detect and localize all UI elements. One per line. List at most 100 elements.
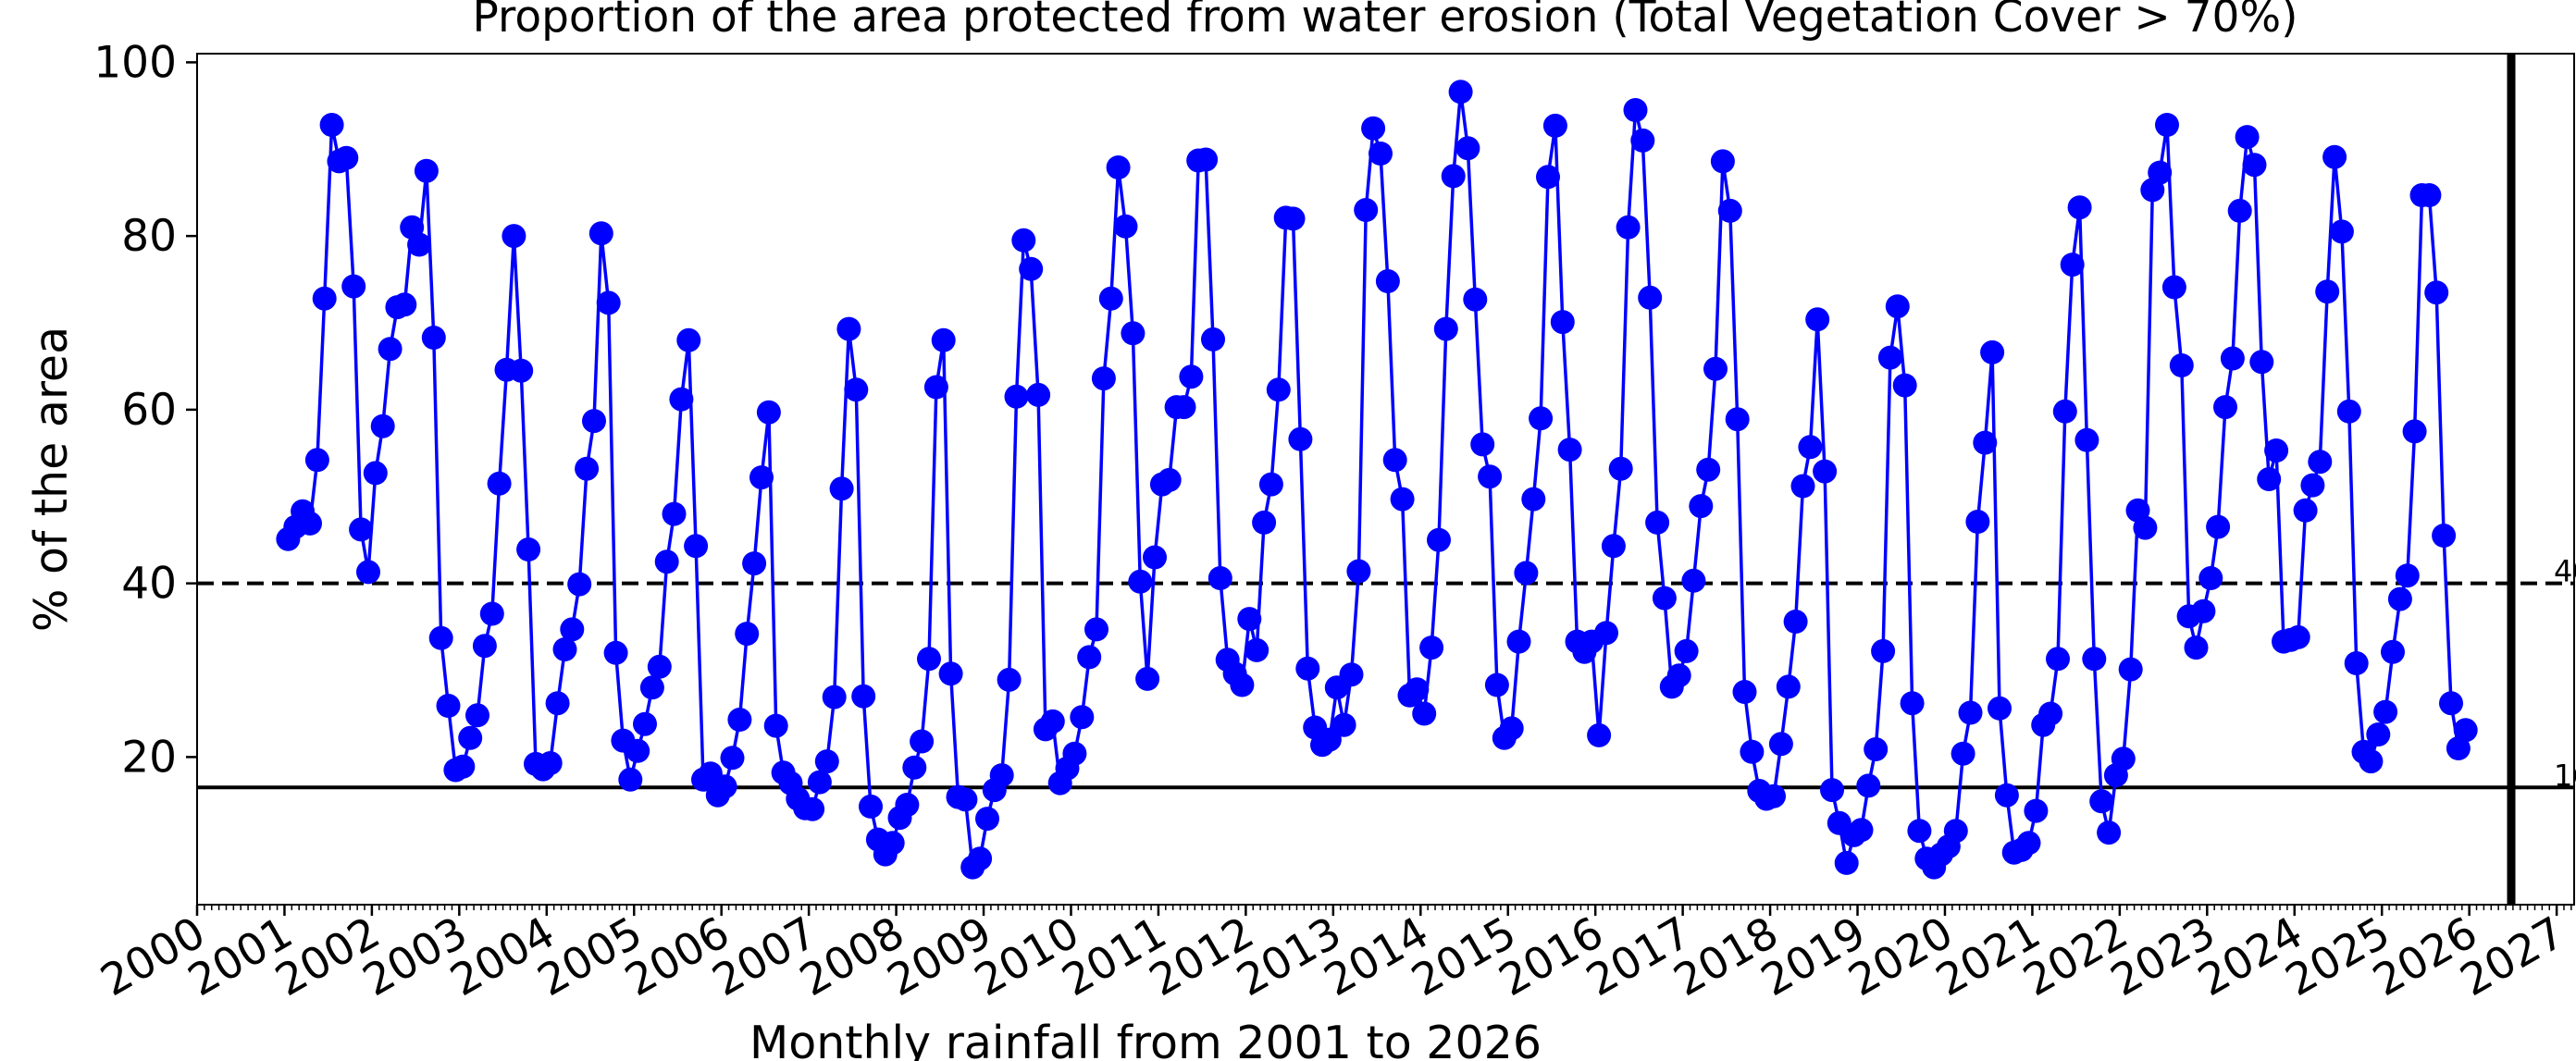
data-point: [917, 647, 941, 672]
data-point: [1557, 438, 1582, 463]
data-point: [2249, 350, 2274, 375]
data-point: [1536, 165, 1560, 190]
data-point: [414, 158, 439, 183]
data-point: [1907, 819, 1932, 844]
data-point: [1339, 662, 1364, 687]
data-point: [1106, 155, 1131, 179]
data-point: [844, 377, 869, 402]
data-point: [1725, 407, 1750, 432]
data-point: [588, 221, 613, 246]
plot-frame: [196, 53, 2575, 906]
data-point: [407, 232, 432, 257]
data-point: [2446, 736, 2471, 760]
data-point: [1143, 545, 1167, 570]
data-point: [2453, 718, 2478, 743]
data-point: [1885, 294, 1910, 319]
data-point: [1208, 566, 1232, 590]
data-point: [1980, 339, 2005, 364]
data-point: [1113, 214, 1138, 239]
data-point: [1666, 663, 1691, 688]
data-point: [1732, 680, 1757, 704]
data-point: [676, 327, 701, 352]
data-point: [1951, 741, 1975, 766]
data-point: [2417, 183, 2442, 207]
data-point: [2206, 514, 2231, 539]
data-point: [2395, 563, 2420, 588]
data-point: [1121, 321, 1146, 346]
data-point: [1864, 737, 1889, 761]
data-point: [2111, 746, 2136, 771]
data-point: [1638, 285, 1663, 310]
data-point: [633, 711, 657, 736]
data-point: [968, 846, 993, 871]
y-tick-label: 20: [121, 732, 177, 783]
data-point: [1703, 356, 1728, 381]
data-point: [800, 796, 825, 821]
data-point: [1790, 474, 1815, 499]
data-point: [458, 725, 483, 750]
data-point: [1070, 705, 1095, 730]
data-point: [720, 746, 745, 771]
data-point: [1098, 286, 1123, 311]
data-point: [2373, 699, 2398, 724]
data-point: [2038, 701, 2063, 726]
data-point: [1252, 510, 1277, 535]
data-point: [851, 684, 876, 709]
data-point: [560, 617, 585, 642]
reference-lines: 40 16: [197, 54, 2576, 905]
y-axis-label: % of the area: [25, 327, 78, 632]
data-point: [2046, 647, 2070, 672]
data-point: [2133, 515, 2158, 540]
data-point: [2336, 399, 2361, 424]
data-point: [582, 409, 606, 434]
data-point: [1943, 819, 1968, 844]
data-point: [1542, 113, 1567, 138]
data-point: [1798, 435, 1823, 460]
data-point: [2060, 253, 2085, 278]
data-point: [1201, 327, 1225, 352]
data-point: [356, 560, 380, 585]
data-point: [1856, 773, 1881, 798]
data-point: [2161, 275, 2186, 300]
data-point: [1390, 487, 1415, 512]
data-point: [1433, 316, 1458, 341]
data-point: [2016, 831, 2041, 856]
data-point: [1587, 722, 1612, 747]
data-point: [2155, 113, 2179, 137]
data-point: [1689, 494, 1714, 519]
data-point: [1463, 287, 1488, 312]
data-point: [727, 708, 752, 732]
y-tick-label: 80: [121, 211, 177, 262]
data-point: [1630, 128, 1655, 153]
data-point: [1382, 448, 1407, 473]
data-point: [428, 625, 453, 650]
data-point: [712, 774, 737, 799]
data-point: [1717, 198, 1742, 223]
data-point: [502, 224, 526, 249]
data-point: [1077, 645, 1102, 670]
data-point: [2067, 195, 2092, 220]
data-point: [1004, 384, 1029, 409]
data-point: [392, 292, 417, 317]
data-point: [756, 400, 781, 425]
data-point: [910, 729, 935, 754]
x-axis-label: Monthly rainfall from 2001 to 2026: [749, 1017, 1542, 1061]
data-point: [814, 749, 839, 774]
data-point: [2148, 160, 2173, 185]
reference-line-label-0: 40: [2554, 554, 2576, 589]
data-point: [1608, 456, 1633, 481]
data-point: [2344, 651, 2369, 675]
data-point: [341, 274, 366, 299]
data-point: [1266, 377, 1291, 402]
data-point: [1550, 310, 1575, 335]
data-point: [989, 763, 1014, 788]
data-point: [1616, 215, 1641, 240]
data-point: [1499, 716, 1524, 741]
data-point: [923, 375, 948, 400]
data-point: [1514, 561, 1539, 586]
data-point: [2198, 566, 2223, 590]
data-point: [538, 751, 563, 775]
data-point: [298, 511, 322, 536]
plot-area: [276, 80, 2478, 880]
data-point: [1179, 364, 1204, 389]
